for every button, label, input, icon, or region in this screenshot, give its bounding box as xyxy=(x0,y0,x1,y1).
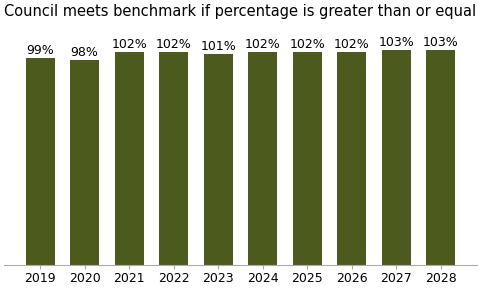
Bar xyxy=(336,52,366,265)
Text: 102%: 102% xyxy=(156,38,191,51)
Bar xyxy=(425,50,455,265)
Bar xyxy=(70,60,99,265)
Text: 102%: 102% xyxy=(111,38,147,51)
Text: 102%: 102% xyxy=(333,38,369,51)
Text: 102%: 102% xyxy=(244,38,280,51)
Text: 99%: 99% xyxy=(26,44,54,57)
Text: 102%: 102% xyxy=(289,38,324,51)
Bar xyxy=(25,58,55,265)
Bar xyxy=(114,52,144,265)
Bar xyxy=(292,52,321,265)
Bar xyxy=(381,50,410,265)
Text: Council meets benchmark if percentage is greater than or equal to 100%: Council meets benchmark if percentage is… xyxy=(4,4,480,19)
Text: 98%: 98% xyxy=(71,46,98,59)
Text: 103%: 103% xyxy=(378,36,413,49)
Text: 103%: 103% xyxy=(422,36,458,49)
Bar xyxy=(204,54,232,265)
Bar xyxy=(248,52,276,265)
Bar xyxy=(159,52,188,265)
Text: 101%: 101% xyxy=(200,40,236,53)
